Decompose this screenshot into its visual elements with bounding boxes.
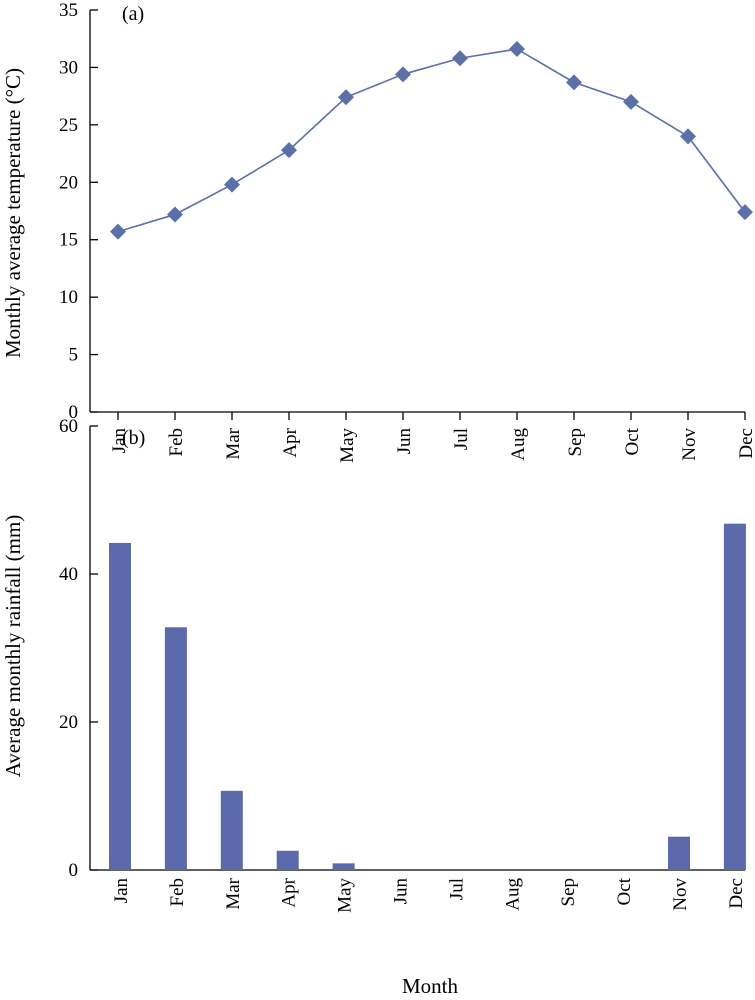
rainfall-bar-nov — [668, 836, 690, 870]
temperature-x-tick-label: Oct — [622, 427, 643, 455]
temperature-x-tick-label: Apr — [280, 427, 301, 457]
rainfall-x-tick-label: Jan — [111, 878, 132, 904]
temperature-x-tick-label: Feb — [166, 428, 187, 457]
panel-b-label: (b) — [122, 427, 145, 449]
temperature-point-jun — [395, 66, 411, 83]
temperature-x-tick-label: Dec — [736, 428, 755, 459]
temperature-point-may — [338, 89, 354, 106]
rainfall-bar-feb — [164, 627, 187, 870]
temperature-point-mar — [224, 176, 240, 193]
rainfall-y-axis-title: Average monthly rainfall (mm) — [1, 515, 25, 778]
rainfall-x-tick-label: Feb — [167, 878, 188, 907]
rainfall-x-tick-label: May — [335, 878, 356, 913]
temperature-y-axis-title: Monthly average temperature (°C) — [1, 68, 25, 358]
temperature-point-feb — [167, 206, 183, 223]
temperature-point-nov — [680, 128, 696, 145]
rainfall-x-axis-title: Month — [402, 974, 459, 998]
temperature-x-tick-label: Jan — [109, 428, 130, 454]
temperature-x-tick-label: Jun — [394, 428, 415, 455]
temperature-point-sep — [566, 74, 582, 91]
rainfall-y-tick-label: 40 — [59, 564, 78, 585]
temperature-point-jan — [110, 223, 126, 240]
temperature-x-tick-label: Aug — [508, 428, 529, 461]
temperature-chart: (a) Monthly average temperature (°C) 0 5 1… — [1, 0, 755, 463]
rainfall-x-tick-label: Jul — [446, 878, 467, 900]
temperature-y-tick-label: 0 — [69, 402, 79, 423]
temperature-x-tick-label: Jul — [451, 428, 472, 450]
rainfall-x-tick-label: Jun — [391, 878, 412, 905]
rainfall-chart: (b) Average monthly rainfall (mm) Month … — [1, 416, 747, 998]
temperature-y-tick-label: 35 — [59, 0, 78, 21]
rainfall-bar-may — [332, 863, 355, 870]
temperature-point-jul — [452, 50, 468, 67]
temperature-y-tick-label: 5 — [69, 345, 79, 366]
temperature-y-tick-label: 15 — [59, 230, 78, 251]
rainfall-x-tick-label: Mar — [223, 877, 244, 909]
temperature-x-tick-label: Nov — [679, 428, 700, 461]
rainfall-y-tick-label: 20 — [59, 712, 78, 733]
temperature-y-tick-label: 25 — [59, 115, 78, 136]
temperature-y-tick-label: 20 — [59, 172, 78, 193]
panel-a-label: (a) — [122, 3, 144, 25]
temperature-point-oct — [623, 93, 639, 110]
rainfall-x-tick-label: Aug — [502, 878, 523, 911]
rainfall-y-tick-label: 60 — [59, 416, 78, 437]
temperature-point-aug — [509, 41, 525, 58]
rainfall-x-tick-label: Nov — [670, 878, 691, 911]
temperature-series-line — [117, 48, 746, 233]
rainfall-x-tick-label: Sep — [558, 878, 579, 907]
rainfall-bar-apr — [276, 850, 299, 870]
temperature-y-tick-label: 30 — [59, 57, 78, 78]
temperature-point-dec — [737, 204, 753, 221]
rainfall-bar-dec — [723, 523, 746, 870]
rainfall-x-tick-label: Oct — [614, 877, 635, 905]
rainfall-bar-mar — [220, 790, 243, 870]
rainfall-x-tick-label: Apr — [279, 877, 300, 907]
rainfall-x-tick-label: Dec — [726, 878, 747, 909]
rainfall-y-tick-label: 0 — [69, 860, 79, 881]
temperature-point-apr — [281, 142, 297, 159]
temperature-x-tick-label: May — [337, 428, 358, 463]
rainfall-bar-jan — [109, 542, 131, 870]
temperature-y-tick-label: 10 — [59, 287, 78, 308]
temperature-x-tick-label: Sep — [565, 428, 586, 457]
temperature-x-tick-label: Mar — [223, 427, 244, 459]
